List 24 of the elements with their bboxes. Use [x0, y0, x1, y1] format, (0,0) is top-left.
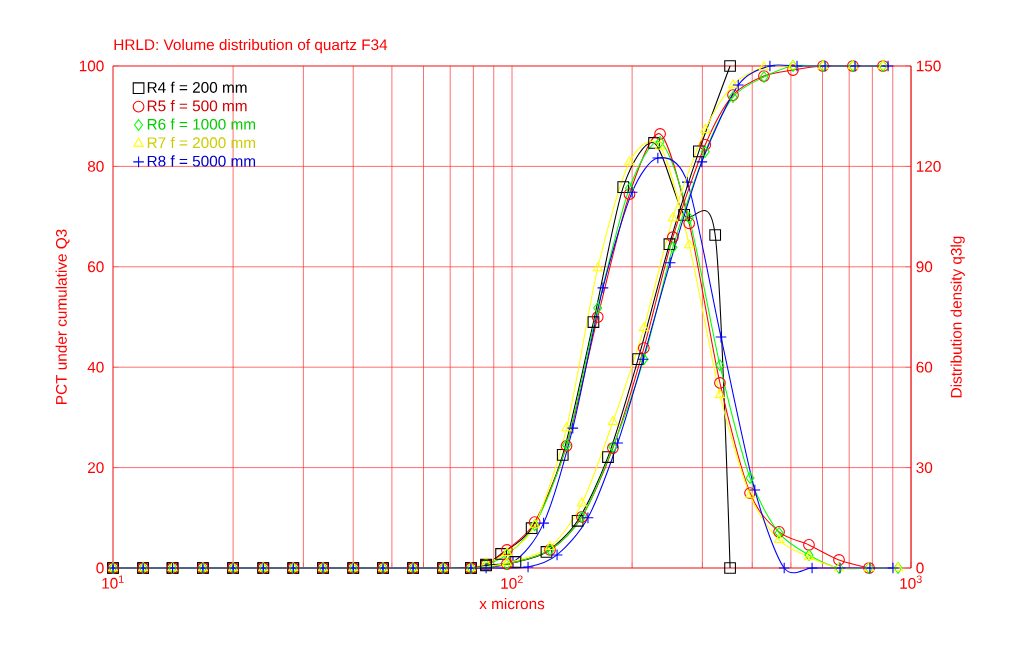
- y2-tick-label: 90: [916, 261, 933, 273]
- legend-label: R4 f = 200 mm: [147, 81, 247, 93]
- legend-label: R7 f = 2000 mm: [147, 136, 256, 149]
- x-tick-label: 10$^{1}$: [102, 575, 124, 589]
- y2-tick-label: 30: [916, 462, 933, 474]
- y2-tick-label: 120: [916, 160, 941, 172]
- x-tick-label: 10$^{3}$: [900, 575, 922, 589]
- y-tick-label: 20: [88, 462, 104, 474]
- y-tick-label: 60: [88, 261, 104, 273]
- y2-tick-label: 150: [916, 60, 941, 72]
- y-axis-title: PCT under cumulative Q3: [55, 229, 70, 404]
- legend-label: R8 f = 5000 mm: [147, 155, 256, 167]
- x-axis-title: x microns: [479, 597, 545, 610]
- y-tick-label: 40: [87, 361, 104, 373]
- y2-tick-label: 60: [916, 361, 933, 373]
- y2-axis-title: Distribution density q3lg: [950, 236, 965, 398]
- x-tick-label: 10$^{2}$: [501, 575, 523, 589]
- chart-title: HRLD: Volume distribution of quartz F34: [114, 38, 388, 54]
- y-tick-label: 100: [79, 60, 104, 72]
- legend-label: R6 f = 1000 mm: [147, 118, 256, 130]
- y-tick-label: 80: [87, 160, 104, 172]
- y2-tick-label: 0: [916, 562, 924, 574]
- legend-label: R5 f = 500 mm: [147, 100, 247, 112]
- y-tick-label: 0: [96, 562, 104, 574]
